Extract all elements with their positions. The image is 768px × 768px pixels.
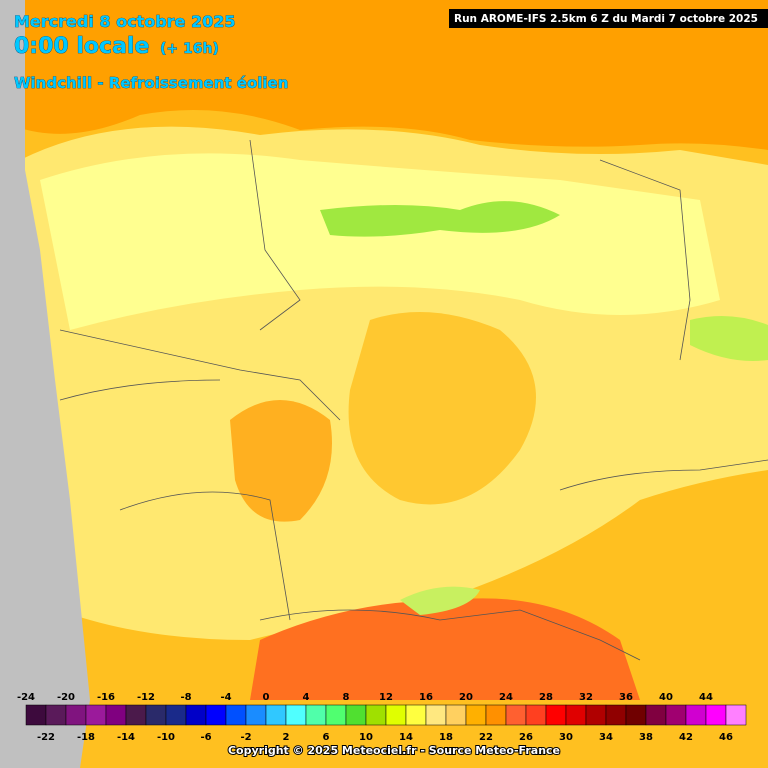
land-zone	[40, 153, 720, 330]
legend-swatch	[305, 704, 327, 726]
legend-swatch	[45, 704, 67, 726]
legend-swatch	[245, 704, 267, 726]
legend-label: 44	[699, 692, 713, 703]
legend-label: 20	[459, 692, 473, 703]
legend-label: 42	[679, 732, 693, 743]
sea	[0, 0, 90, 768]
land-zone	[690, 316, 768, 361]
legend-label: -12	[137, 692, 155, 703]
legend-label: 18	[439, 732, 453, 743]
legend-label: 24	[499, 692, 513, 703]
legend-swatch	[565, 704, 587, 726]
legend: -24-22-20-18-16-14-12-10-8-6-4-202468101…	[17, 692, 747, 743]
legend-label: -14	[117, 732, 135, 743]
legend-swatch	[545, 704, 567, 726]
legend-label: 34	[599, 732, 613, 743]
lead-time: (+ 16h)	[160, 41, 219, 57]
legend-swatch	[605, 704, 627, 726]
legend-swatch	[165, 704, 187, 726]
legend-label: 6	[323, 732, 330, 743]
legend-label: 28	[539, 692, 553, 703]
parameter: Windchill - Refroissement éolien	[14, 74, 288, 92]
legend-label: 26	[519, 732, 533, 743]
legend-swatch	[65, 704, 87, 726]
copyright: Copyright © 2025 Meteociel.fr - Source M…	[228, 744, 560, 757]
legend-swatch	[185, 704, 207, 726]
legend-swatch	[365, 704, 387, 726]
legend-label: 38	[639, 732, 653, 743]
legend-swatch	[225, 704, 247, 726]
legend-swatch	[425, 704, 447, 726]
legend-swatch	[505, 704, 527, 726]
legend-swatch	[525, 704, 547, 726]
legend-label: -22	[37, 732, 55, 743]
legend-swatch	[385, 704, 407, 726]
land-zone	[400, 586, 480, 615]
date: Mercredi 8 octobre 2025	[14, 12, 236, 31]
legend-label: -18	[77, 732, 95, 743]
legend-swatch	[105, 704, 127, 726]
legend-swatch	[585, 704, 607, 726]
legend-label: 14	[399, 732, 413, 743]
land-zone	[348, 312, 536, 505]
legend-swatch	[665, 704, 687, 726]
land-zone	[320, 201, 560, 237]
legend-label: 2	[283, 732, 290, 743]
legend-swatch	[725, 704, 747, 726]
legend-swatch	[125, 704, 147, 726]
legend-label: -2	[240, 732, 251, 743]
legend-label: 36	[619, 692, 633, 703]
legend-swatch	[85, 704, 107, 726]
legend-label: 0	[263, 692, 270, 703]
legend-swatch	[325, 704, 347, 726]
legend-swatch	[625, 704, 647, 726]
border	[59, 139, 768, 661]
legend-label: 4	[303, 692, 310, 703]
legend-label: 46	[719, 732, 733, 743]
legend-label: 12	[379, 692, 393, 703]
legend-label: -8	[180, 692, 191, 703]
legend-label: -16	[97, 692, 115, 703]
legend-swatch	[145, 704, 167, 726]
legend-swatch	[645, 704, 667, 726]
legend-swatch	[205, 704, 227, 726]
legend-swatch	[405, 704, 427, 726]
legend-swatch	[685, 704, 707, 726]
legend-label: -24	[17, 692, 35, 703]
legend-swatch	[705, 704, 727, 726]
legend-swatch	[345, 704, 367, 726]
legend-label: 40	[659, 692, 673, 703]
legend-label: -4	[220, 692, 231, 703]
legend-label: 32	[579, 692, 593, 703]
legend-label: -20	[57, 692, 75, 703]
legend-swatch	[25, 704, 47, 726]
legend-label: -6	[200, 732, 211, 743]
run-info: Run AROME-IFS 2.5km 6 Z du Mardi 7 octob…	[454, 13, 758, 25]
time: 0:00 locale	[14, 34, 149, 59]
legend-swatch	[445, 704, 467, 726]
land-zone	[230, 400, 332, 522]
legend-swatch	[465, 704, 487, 726]
run-box	[449, 9, 768, 28]
legend-label: 10	[359, 732, 373, 743]
legend-swatch	[285, 704, 307, 726]
legend-label: 16	[419, 692, 433, 703]
legend-label: 8	[343, 692, 350, 703]
legend-label: 30	[559, 732, 573, 743]
legend-label: -10	[157, 732, 175, 743]
legend-swatch	[485, 704, 507, 726]
legend-label: 22	[479, 732, 493, 743]
legend-swatch	[265, 704, 287, 726]
land-zone	[250, 598, 640, 700]
